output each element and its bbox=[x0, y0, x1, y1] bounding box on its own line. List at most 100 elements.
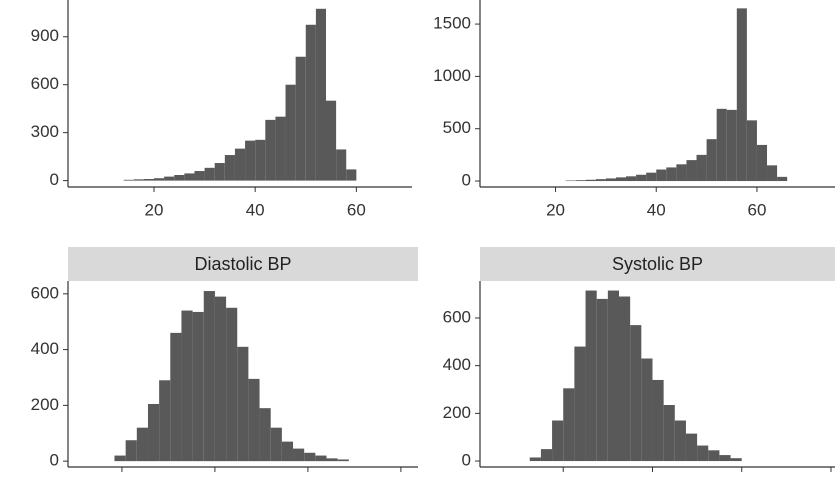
y-tick-label: 600 bbox=[31, 283, 59, 302]
x-tick-label: 60 bbox=[747, 200, 766, 219]
bar bbox=[181, 310, 193, 462]
bar bbox=[143, 179, 154, 181]
bar bbox=[154, 178, 165, 181]
bar bbox=[133, 179, 144, 181]
bar bbox=[706, 139, 717, 182]
bar bbox=[529, 457, 541, 462]
bar bbox=[585, 179, 596, 182]
bar bbox=[214, 296, 227, 462]
bar bbox=[540, 449, 553, 462]
y-tick-label: 400 bbox=[443, 355, 471, 374]
bar bbox=[585, 290, 597, 462]
x-tick-label: 20 bbox=[145, 200, 164, 219]
bar bbox=[336, 149, 347, 181]
bar bbox=[147, 403, 160, 462]
bar bbox=[337, 459, 349, 462]
x-tick-label: 40 bbox=[246, 200, 265, 219]
bar bbox=[285, 84, 296, 181]
y-tick-label: 200 bbox=[31, 395, 59, 414]
bar bbox=[641, 358, 653, 462]
bar bbox=[170, 332, 182, 462]
bar bbox=[575, 180, 586, 182]
bar bbox=[565, 180, 576, 182]
bar bbox=[656, 169, 667, 182]
bar bbox=[295, 56, 306, 181]
bar bbox=[164, 176, 175, 181]
bar bbox=[226, 307, 238, 462]
y-tick-label: 200 bbox=[443, 403, 471, 422]
bar bbox=[607, 290, 620, 462]
bar bbox=[237, 346, 249, 462]
y-tick-label: 0 bbox=[462, 451, 471, 470]
bar bbox=[626, 176, 637, 182]
bar bbox=[595, 179, 606, 182]
bar bbox=[686, 160, 697, 182]
bar bbox=[663, 405, 675, 462]
bar bbox=[281, 441, 294, 462]
bar bbox=[636, 174, 647, 182]
y-tick-label: 1500 bbox=[433, 14, 471, 33]
facet-title: Systolic BP bbox=[612, 254, 703, 274]
bar bbox=[245, 140, 256, 181]
y-tick-label: 500 bbox=[443, 118, 471, 137]
bar bbox=[696, 154, 707, 182]
bar bbox=[192, 311, 204, 462]
y-tick-label: 600 bbox=[443, 307, 471, 326]
bar bbox=[123, 179, 134, 181]
bar bbox=[666, 167, 677, 182]
bar bbox=[746, 120, 757, 182]
x-tick-label: 40 bbox=[647, 200, 666, 219]
bar bbox=[293, 448, 305, 462]
y-tick-label: 300 bbox=[31, 122, 59, 141]
facet-strip bbox=[68, 247, 418, 281]
y-tick-label: 600 bbox=[31, 74, 59, 93]
bar bbox=[214, 163, 225, 181]
y-tick-label: 0 bbox=[50, 170, 59, 189]
y-tick-label: 0 bbox=[50, 451, 59, 470]
bar bbox=[708, 450, 720, 462]
bar bbox=[234, 148, 246, 181]
bar bbox=[646, 172, 657, 182]
bar bbox=[605, 178, 616, 182]
bar bbox=[305, 24, 316, 181]
bar bbox=[619, 296, 631, 462]
x-tick-label: 20 bbox=[546, 200, 565, 219]
bar bbox=[204, 167, 215, 181]
bar bbox=[777, 176, 788, 182]
y-tick-label: 900 bbox=[31, 26, 59, 45]
bar bbox=[224, 155, 235, 181]
bar bbox=[114, 455, 126, 462]
bar bbox=[652, 379, 664, 462]
facet-strip bbox=[480, 247, 835, 281]
bar bbox=[552, 420, 564, 462]
bar bbox=[125, 440, 137, 462]
x-tick-label: 60 bbox=[347, 200, 366, 219]
bar bbox=[304, 452, 316, 462]
bar bbox=[674, 420, 686, 462]
bar bbox=[615, 177, 627, 182]
bar bbox=[563, 388, 575, 462]
bar bbox=[730, 458, 742, 462]
bar bbox=[265, 119, 276, 181]
y-tick-label: 400 bbox=[31, 339, 59, 358]
bar bbox=[767, 165, 778, 182]
bar bbox=[630, 325, 642, 462]
bar bbox=[697, 445, 709, 462]
bar bbox=[248, 378, 260, 462]
bar bbox=[255, 139, 266, 181]
bar bbox=[685, 433, 698, 462]
bar bbox=[346, 169, 357, 181]
bar bbox=[174, 175, 185, 181]
bar bbox=[716, 108, 727, 182]
bar bbox=[194, 171, 205, 181]
bar bbox=[326, 458, 338, 462]
bar bbox=[326, 100, 337, 181]
bar bbox=[159, 380, 171, 462]
bar bbox=[596, 298, 608, 462]
bar bbox=[756, 144, 768, 182]
bar bbox=[184, 173, 195, 181]
facet-title: Diastolic BP bbox=[194, 254, 291, 274]
bar bbox=[719, 455, 731, 462]
bar bbox=[203, 291, 215, 462]
